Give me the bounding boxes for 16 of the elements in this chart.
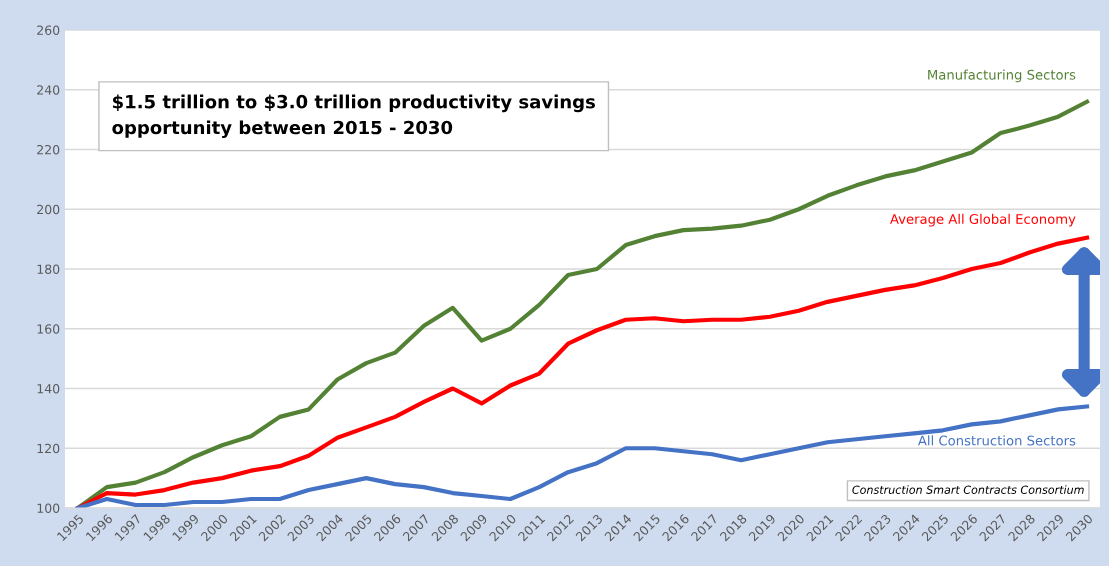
annotation: Construction Smart Contracts Consortium [852,485,1084,494]
y-tick-label: 240 [37,85,60,95]
line-series [75,404,1090,508]
series-label: All Construction Sectors [917,435,1076,446]
y-tick-label: 180 [37,264,60,274]
y-tick-label: 200 [37,204,60,215]
y-tick-label: 260 [37,25,60,35]
y-tick-label: 160 [37,324,60,334]
series-label: Manufacturing Sectors [928,69,1076,83]
annotation: $1.5 trillion to $3.0 trillion productivity savings opportunity between 2015 - 2030 [112,94,595,138]
y-tick-label: 140 [37,383,60,394]
y-tick-label: 120 [37,443,60,454]
y-tick-label: 220 [37,144,60,155]
line-series [75,235,1090,508]
series-label: Average All Global Economy [890,213,1076,227]
y-tick-label: 100 [37,503,60,513]
